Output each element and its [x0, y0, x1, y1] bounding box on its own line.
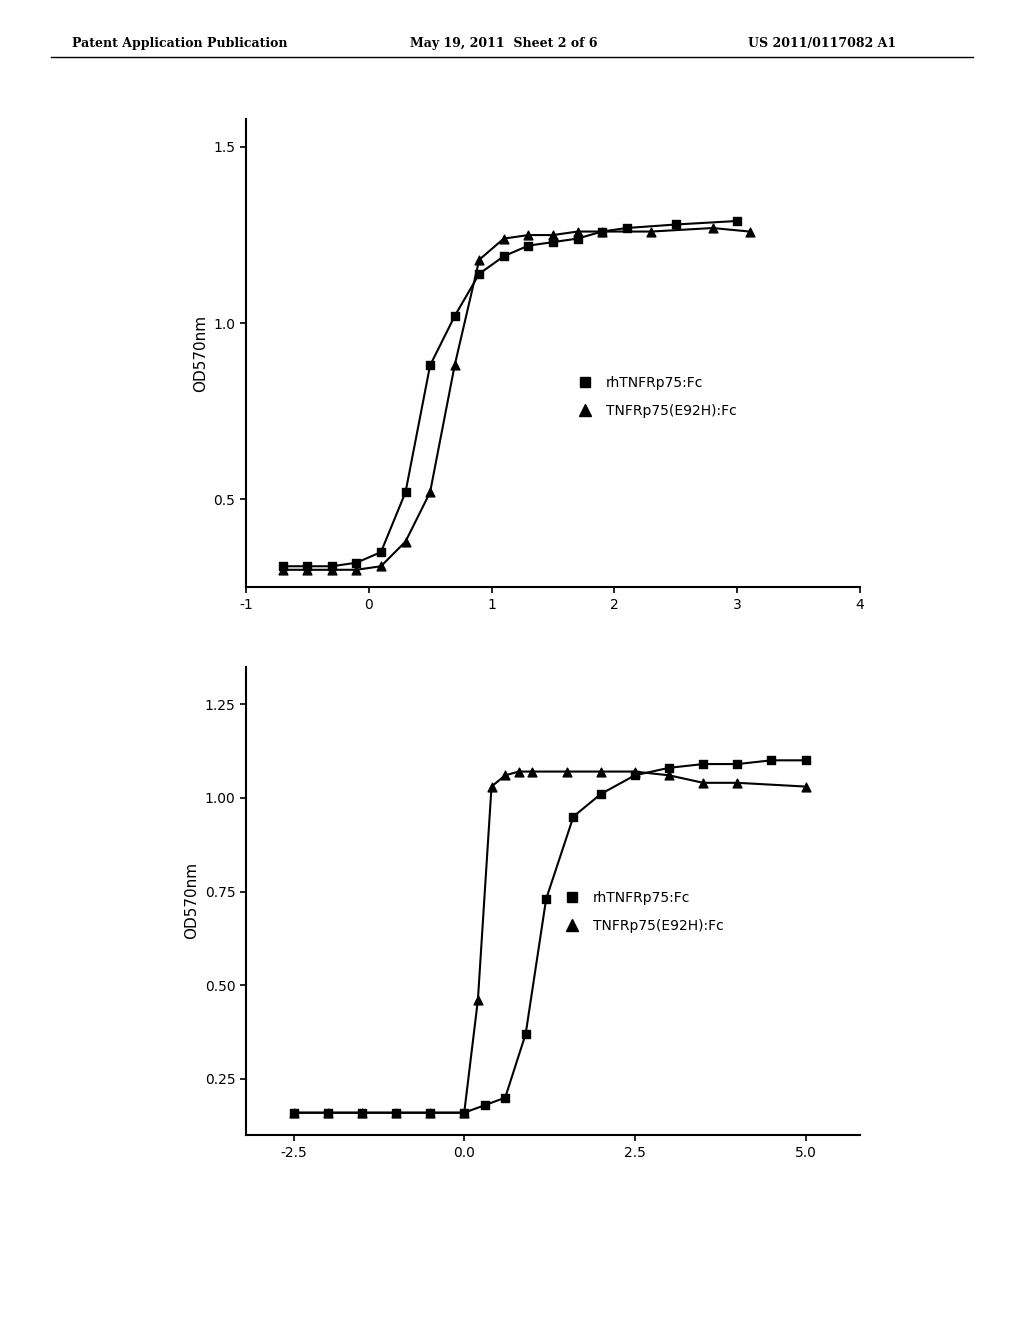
Point — [569, 220, 586, 242]
Point — [741, 220, 758, 242]
Point — [446, 355, 463, 376]
Point — [353, 1102, 370, 1123]
Point — [456, 1102, 472, 1123]
Legend: rhTNFRp75:Fc, TNFRp75(E92H):Fc: rhTNFRp75:Fc, TNFRp75(E92H):Fc — [553, 886, 729, 939]
Point — [422, 1102, 438, 1123]
Point — [299, 556, 315, 577]
Text: Patent Application Publication: Patent Application Publication — [72, 37, 287, 50]
Point — [446, 305, 463, 326]
Point — [324, 556, 340, 577]
Point — [388, 1102, 404, 1123]
Point — [422, 355, 438, 376]
Point — [497, 1088, 513, 1109]
Point — [593, 762, 609, 783]
Y-axis label: OD570nm: OD570nm — [193, 314, 208, 392]
Point — [660, 764, 677, 785]
Point — [299, 560, 315, 581]
Point — [397, 482, 414, 503]
Point — [348, 552, 365, 573]
Point — [388, 1102, 404, 1123]
Point — [668, 214, 684, 235]
Point — [422, 1102, 438, 1123]
Point — [324, 560, 340, 581]
Point — [476, 1094, 493, 1115]
Point — [763, 750, 779, 771]
Point — [456, 1102, 472, 1123]
Point — [496, 246, 512, 267]
Point — [729, 754, 745, 775]
Point — [594, 220, 610, 242]
Point — [729, 772, 745, 793]
Point — [470, 990, 486, 1011]
Point — [695, 772, 712, 793]
Point — [319, 1102, 336, 1123]
Point — [545, 231, 561, 252]
Point — [348, 560, 365, 581]
Point — [497, 764, 513, 785]
Point — [373, 541, 389, 562]
Point — [545, 224, 561, 246]
Point — [286, 1102, 302, 1123]
Point — [397, 531, 414, 552]
Point — [483, 776, 500, 797]
Point — [274, 556, 291, 577]
Point — [520, 235, 537, 256]
Point — [643, 220, 659, 242]
Y-axis label: OD570nm: OD570nm — [184, 862, 199, 940]
Point — [695, 754, 712, 775]
Point — [373, 556, 389, 577]
Point — [558, 762, 574, 783]
Point — [520, 224, 537, 246]
Point — [565, 807, 582, 828]
Point — [422, 482, 438, 503]
Point — [798, 750, 814, 771]
Point — [319, 1102, 336, 1123]
Point — [517, 1023, 534, 1044]
Point — [496, 228, 512, 249]
Point — [274, 560, 291, 581]
Point — [538, 888, 554, 909]
Point — [569, 228, 586, 249]
Point — [353, 1102, 370, 1123]
Point — [471, 249, 487, 271]
Point — [593, 784, 609, 805]
Point — [594, 220, 610, 242]
Point — [729, 210, 745, 231]
Point — [660, 758, 677, 779]
Point — [471, 263, 487, 284]
Point — [524, 762, 541, 783]
Point — [286, 1102, 302, 1123]
Point — [511, 762, 527, 783]
Point — [798, 776, 814, 797]
Point — [627, 762, 643, 783]
Legend: rhTNFRp75:Fc, TNFRp75(E92H):Fc: rhTNFRp75:Fc, TNFRp75(E92H):Fc — [565, 371, 741, 424]
Text: US 2011/0117082 A1: US 2011/0117082 A1 — [748, 37, 896, 50]
Point — [705, 218, 721, 239]
Point — [627, 764, 643, 785]
Text: May 19, 2011  Sheet 2 of 6: May 19, 2011 Sheet 2 of 6 — [410, 37, 597, 50]
Point — [618, 218, 635, 239]
